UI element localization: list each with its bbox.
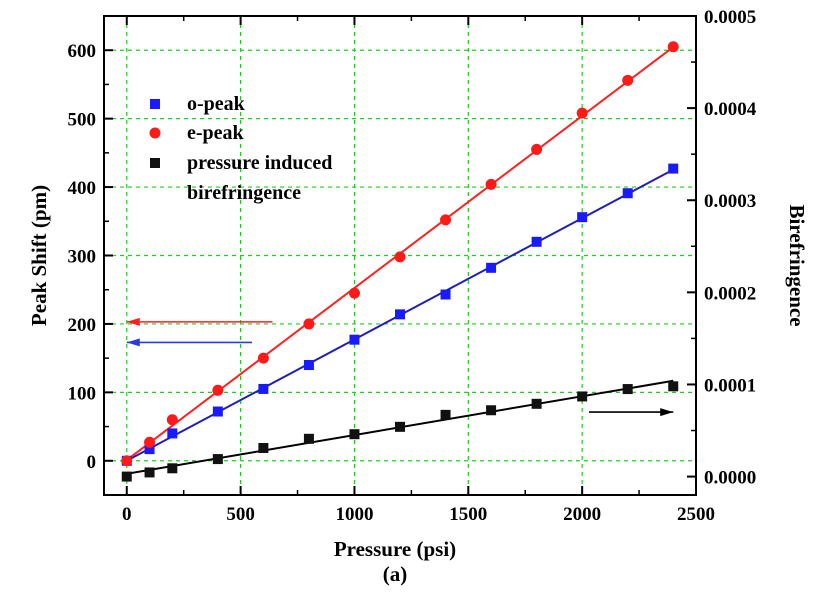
legend-marker bbox=[150, 158, 160, 168]
data-point bbox=[668, 381, 679, 392]
legend: o-peak e-peak pressure induced birefringenc… bbox=[149, 93, 332, 204]
data-point bbox=[486, 405, 497, 416]
data-point bbox=[531, 236, 542, 247]
data-point bbox=[258, 383, 269, 394]
legend-label: o-peak bbox=[187, 93, 246, 115]
y-tick-label: 300 bbox=[68, 247, 97, 268]
data-point bbox=[622, 384, 633, 395]
data-point bbox=[166, 414, 178, 426]
data-point bbox=[667, 41, 679, 53]
data-point bbox=[144, 444, 155, 455]
x-tick-label: 500 bbox=[226, 504, 255, 525]
data-point bbox=[167, 428, 178, 439]
data-point bbox=[577, 212, 588, 223]
data-point bbox=[121, 455, 133, 467]
data-point bbox=[212, 454, 223, 465]
data-point bbox=[303, 318, 315, 330]
x-axis-label: Pressure (psi) bbox=[334, 537, 456, 561]
y-tick-label: 400 bbox=[68, 178, 97, 199]
data-point bbox=[576, 107, 588, 119]
data-point bbox=[258, 443, 269, 454]
data-point bbox=[394, 251, 406, 263]
y2-tick-label: 0.0000 bbox=[704, 468, 756, 489]
arrow-head bbox=[126, 317, 140, 326]
data-point bbox=[486, 262, 497, 273]
legend-label: pressure induced bbox=[187, 152, 332, 174]
data-point bbox=[303, 433, 314, 444]
y-tick-label: 100 bbox=[68, 383, 97, 404]
y-axis-label: Peak Shift (pm) bbox=[27, 185, 51, 326]
legend-marker bbox=[149, 127, 161, 139]
data-point bbox=[395, 421, 405, 432]
data-point bbox=[144, 467, 155, 478]
ticks: 0 500 1000 1500 2000 2500 0 100 200 300 400 500 600 0… bbox=[68, 7, 757, 525]
data-point bbox=[212, 384, 224, 396]
y2-axis-label: Birefringence bbox=[785, 204, 809, 326]
data-point bbox=[395, 309, 405, 320]
x-tick-label: 1500 bbox=[449, 504, 487, 525]
data-point bbox=[212, 406, 223, 417]
y2-tick-label: 0.0001 bbox=[704, 375, 756, 396]
y-tick-label: 0 bbox=[87, 452, 97, 473]
figure-caption: (a) bbox=[383, 562, 408, 586]
data-point bbox=[257, 352, 269, 364]
data-point bbox=[349, 334, 360, 345]
data-point bbox=[121, 471, 132, 482]
y2-tick-label: 0.0002 bbox=[704, 283, 756, 304]
data-markers bbox=[121, 41, 679, 482]
legend-label: birefringence bbox=[187, 182, 301, 204]
data-point bbox=[440, 214, 452, 226]
x-tick-label: 2500 bbox=[677, 504, 715, 525]
data-point bbox=[167, 463, 178, 474]
data-point bbox=[622, 74, 634, 86]
data-point bbox=[485, 178, 497, 190]
data-point bbox=[577, 391, 588, 402]
legend-marker bbox=[150, 99, 160, 109]
y-tick-label: 600 bbox=[68, 41, 97, 62]
y-tick-label: 500 bbox=[68, 110, 97, 131]
data-point bbox=[440, 409, 451, 420]
data-point bbox=[668, 163, 679, 174]
arrow-head bbox=[126, 338, 140, 347]
data-point bbox=[531, 398, 542, 409]
x-tick-label: 2000 bbox=[563, 504, 601, 525]
y2-tick-label: 0.0004 bbox=[704, 99, 757, 120]
y2-tick-label: 0.0005 bbox=[704, 7, 756, 28]
axis-arrows bbox=[126, 317, 674, 417]
data-point bbox=[303, 359, 314, 370]
data-point bbox=[144, 436, 156, 448]
data-point bbox=[348, 287, 360, 299]
arrow-head bbox=[660, 408, 674, 417]
data-point bbox=[440, 289, 451, 300]
x-tick-label: 0 bbox=[122, 504, 132, 525]
data-point bbox=[622, 188, 633, 199]
x-tick-label: 1000 bbox=[335, 504, 373, 525]
y2-tick-label: 0.0003 bbox=[704, 191, 756, 212]
data-point bbox=[531, 143, 543, 155]
legend-label: e-peak bbox=[187, 122, 245, 144]
y-tick-label: 200 bbox=[68, 315, 97, 336]
data-point bbox=[349, 429, 360, 440]
